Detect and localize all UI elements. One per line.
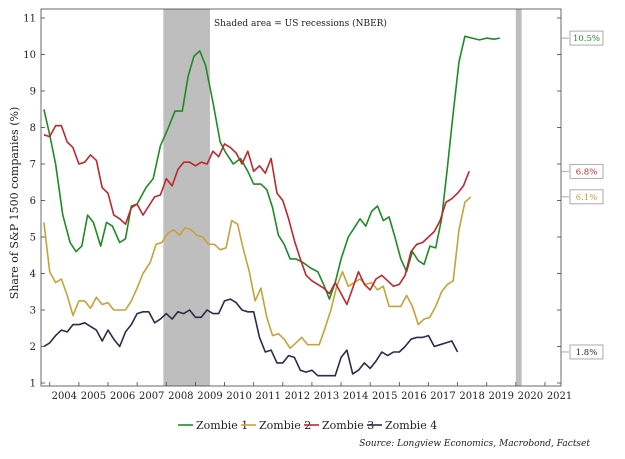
y-tick-label-11: 11 [23, 14, 36, 25]
end-label-box-6-8 [569, 163, 604, 179]
legend-label-zombie-4: Zombie 4 [385, 419, 437, 432]
legend-item-zombie-3: Zombie 3 [304, 419, 374, 432]
y-tick-label-10: 10 [23, 50, 36, 61]
x-tick-label-2013: 2013 [314, 391, 339, 402]
legend-label-zombie-2: Zombie 2 [259, 419, 311, 432]
series-line-zombie-3 [43, 124, 470, 306]
x-tick-label-2017: 2017 [430, 391, 455, 402]
x-tick-label-2015: 2015 [372, 391, 397, 402]
x-tick-label-2009: 2009 [197, 391, 222, 402]
legend-item-zombie-4: Zombie 4 [367, 419, 437, 432]
end-label-box-6-1 [569, 189, 604, 205]
y-axis-label: Share of S&P 1500 companies (%) [8, 107, 21, 299]
y-tick-label-6: 6 [30, 196, 36, 207]
x-tick-label-2008: 2008 [168, 391, 193, 402]
y-tick-label-1: 1 [30, 379, 36, 390]
x-tick-label-2020: 2020 [518, 391, 543, 402]
series-line-zombie-2 [43, 196, 472, 350]
series-line-zombie-4 [43, 298, 459, 377]
end-value-labels: 10.5% 6.8% 6.1% 1.8% [561, 30, 604, 360]
x-tick-label-2012: 2012 [285, 391, 310, 402]
series-line-zombie-1 [43, 35, 500, 300]
y-tick-label-3: 3 [30, 306, 36, 317]
end-label-6-8: 6.8% [576, 167, 598, 177]
plot-frame [40, 8, 562, 387]
recession-band-2 [515, 9, 522, 386]
x-tick-label-2010: 2010 [226, 391, 251, 402]
end-label-10-5: 10.5% [573, 34, 600, 44]
legend: Zombie 1 Zombie 2 Zombie 3 Zombie 4 [178, 419, 437, 432]
x-tick-label-2021: 2021 [547, 391, 572, 402]
end-label-box-10-5 [569, 30, 604, 46]
y-tick-label-7: 7 [30, 160, 36, 171]
end-label-6-1: 6.1% [576, 193, 598, 203]
recession-note: Shaded area = US recessions (NBER) [214, 18, 387, 29]
recession-band-1 [163, 9, 210, 386]
series-lines [43, 35, 500, 377]
x-tick-label-2011: 2011 [256, 391, 281, 402]
x-tick-label-2004: 2004 [52, 391, 77, 402]
y-tick-label-4: 4 [30, 269, 36, 280]
y-axis-ticks: 1 2 3 4 5 6 7 8 9 10 11 [23, 14, 561, 390]
x-tick-label-2014: 2014 [343, 391, 368, 402]
legend-item-zombie-1: Zombie 1 [178, 419, 248, 432]
source-note: Source: Longview Economics, Macrobond, F… [359, 439, 590, 449]
y-tick-label-2: 2 [30, 342, 36, 353]
x-tick-label-2019: 2019 [489, 391, 514, 402]
legend-label-zombie-1: Zombie 1 [196, 419, 248, 432]
legend-item-zombie-2: Zombie 2 [241, 419, 311, 432]
x-tick-label-2006: 2006 [110, 391, 135, 402]
end-label-box-1-8 [569, 344, 604, 360]
y-tick-label-5: 5 [30, 233, 36, 244]
x-tick-label-2018: 2018 [459, 391, 484, 402]
end-label-1-8: 1.8% [576, 348, 598, 358]
x-tick-label-2005: 2005 [81, 391, 106, 402]
x-tick-label-2007: 2007 [139, 391, 164, 402]
y-tick-label-8: 8 [30, 123, 36, 134]
legend-label-zombie-3: Zombie 3 [322, 419, 374, 432]
x-tick-label-2016: 2016 [401, 391, 426, 402]
recession-shading [163, 9, 522, 386]
y-tick-label-9: 9 [30, 87, 36, 98]
x-axis-ticks: 2004 2005 2006 2007 2008 2009 2010 2011 2012 2013… [49, 382, 572, 402]
